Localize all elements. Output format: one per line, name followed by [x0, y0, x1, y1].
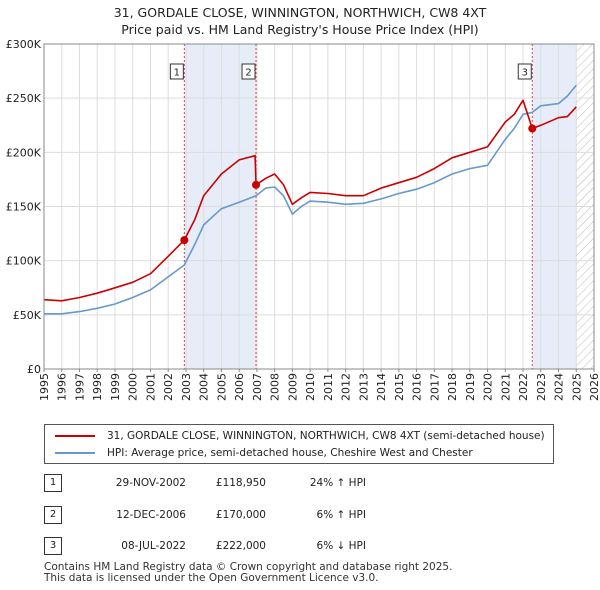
x-tick-label: 2010	[304, 373, 317, 401]
sale-date: 08-JUL-2022	[121, 540, 186, 552]
x-tick-label: 1999	[109, 373, 122, 401]
sale-row: 1 29-NOV-2002 £118,950 24% ↑ HPI	[44, 474, 404, 492]
y-tick-label: £250K	[6, 92, 42, 105]
y-tick-label: £300K	[6, 38, 42, 51]
legend-label-hpi: HPI: Average price, semi-detached house,…	[107, 447, 473, 459]
price-chart: 1 2 3 £0 £50K £100K £150K £200K £250K £300K 1995 1…	[6, 38, 600, 401]
x-tick-label: 2019	[464, 373, 477, 401]
x-tick-label: 2000	[127, 373, 140, 401]
x-tick-label: 2008	[269, 373, 282, 401]
sale-label-box	[241, 63, 256, 80]
sale-label-text: 2	[245, 68, 251, 79]
property-price-line	[43, 99, 577, 302]
legend-label-property: 31, GORDALE CLOSE, WINNINGTON, NORTHWICH…	[107, 430, 545, 442]
footer-licence: This data is licensed under the Open Gov…	[44, 572, 379, 584]
x-tick-label: 2021	[499, 373, 512, 401]
x-tick-label: 1996	[56, 373, 69, 401]
x-tick-label: 2009	[286, 373, 299, 401]
x-tick-label: 2017	[428, 373, 441, 401]
x-tick-label: 2011	[322, 373, 335, 401]
y-tick-label: £0	[27, 363, 41, 376]
x-tick-label: 1997	[73, 373, 86, 401]
chart-subtitle: Price paid vs. HM Land Registry's House …	[121, 22, 479, 37]
x-tick-label: 2015	[393, 373, 406, 401]
x-tick-label: 2013	[357, 373, 370, 401]
y-tick-label: £150K	[6, 201, 42, 214]
sale-point	[180, 236, 189, 245]
x-tick-label: 2006	[233, 373, 246, 401]
sale-label-text: 3	[522, 68, 528, 79]
chart-title: 31, GORDALE CLOSE, WINNINGTON, NORTHWICH…	[113, 5, 487, 20]
hpi-line	[44, 84, 577, 315]
sale-number-badge: 3	[44, 537, 62, 555]
x-tick-label: 2007	[251, 373, 264, 401]
sale-date: 29-NOV-2002	[115, 477, 186, 489]
sale-row: 2 12-DEC-2006 £170,000 6% ↑ HPI	[44, 506, 404, 524]
x-tick-label: 2026	[588, 373, 600, 401]
sale-price: £170,000	[215, 509, 266, 521]
x-tick-label: 2001	[144, 373, 157, 401]
sale-row: 3 08-JUL-2022 £222,000 6% ↓ HPI	[44, 537, 404, 555]
sale-hpi-diff: 24% ↑ HPI	[309, 477, 366, 489]
legend-item-hpi: HPI: Average price, semi-detached house,…	[55, 445, 473, 461]
footer: Contains HM Land Registry data © Crown c…	[44, 562, 452, 584]
x-tick-label: 1998	[91, 373, 104, 401]
plot-frame	[43, 43, 595, 370]
sale-number-badge: 1	[44, 474, 62, 492]
x-tick-label: 2012	[340, 373, 353, 401]
x-tick-label: 2002	[162, 373, 175, 401]
sale-point	[252, 180, 261, 189]
x-tick-label: 2023	[535, 373, 548, 401]
legend-swatch-property	[55, 435, 95, 437]
legend-swatch-hpi	[55, 452, 95, 454]
sale-date: 12-DEC-2006	[116, 509, 186, 521]
y-tick-label: £100K	[6, 255, 42, 268]
x-tick-label: 2020	[482, 373, 495, 401]
sale-point	[528, 124, 537, 133]
sale-number-badge: 2	[44, 506, 62, 524]
x-tick-label: 2018	[446, 373, 459, 401]
x-tick-label: 2005	[215, 373, 228, 401]
x-tick-label: 2025	[570, 373, 583, 401]
sale-label-text: 1	[174, 68, 180, 79]
legend-item-property: 31, GORDALE CLOSE, WINNINGTON, NORTHWICH…	[55, 428, 545, 444]
y-tick-label: £200K	[6, 146, 42, 159]
y-tick-label: £50K	[13, 309, 42, 322]
sale-hpi-diff: 6% ↓ HPI	[316, 540, 366, 552]
x-tick-label: 2024	[553, 373, 566, 401]
x-tick-label: 2003	[180, 373, 193, 401]
sale-price: £118,950	[215, 477, 266, 489]
x-tick-label: 1995	[38, 373, 51, 401]
sale-label-box	[169, 63, 184, 80]
x-tick-label: 2014	[375, 373, 388, 401]
legend: 31, GORDALE CLOSE, WINNINGTON, NORTHWICH…	[44, 424, 554, 464]
x-tick-label: 2004	[198, 373, 211, 401]
sale-label-box	[517, 63, 532, 80]
footer-copyright: Contains HM Land Registry data © Crown c…	[44, 561, 453, 573]
x-tick-label: 2016	[411, 373, 424, 401]
x-tick-label: 2022	[517, 373, 530, 401]
sale-price: £222,000	[215, 540, 266, 552]
sale-hpi-diff: 6% ↑ HPI	[316, 509, 366, 521]
